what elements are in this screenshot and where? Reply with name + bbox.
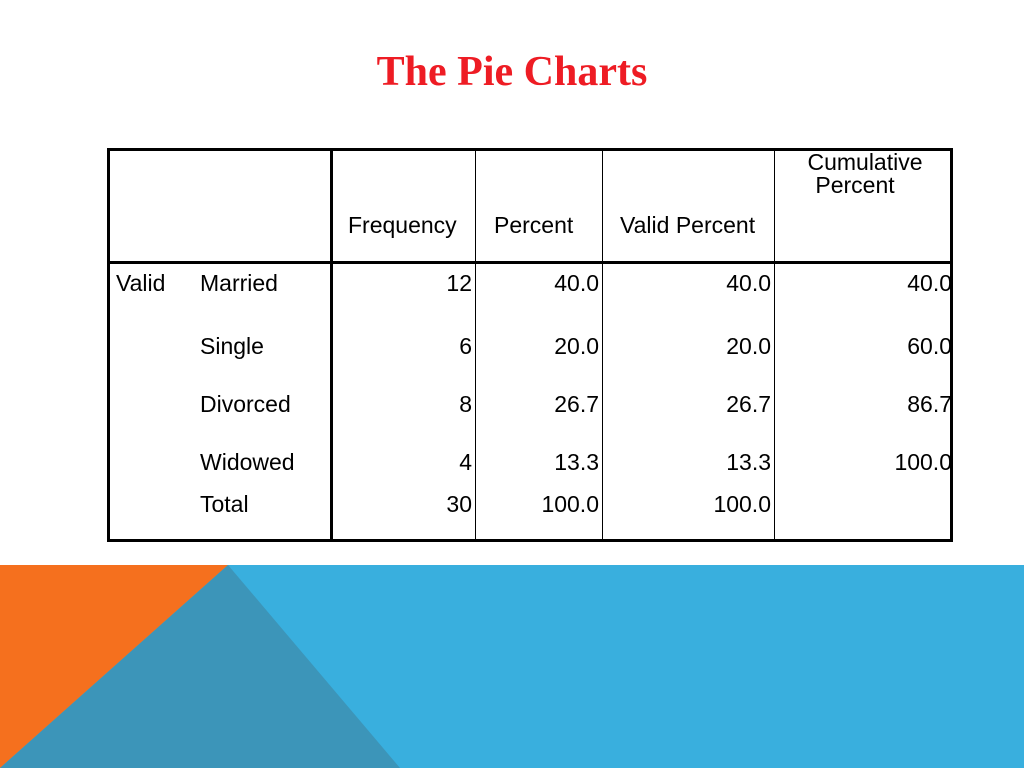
cell-valid-percent: 40.0 [726,270,771,296]
cell-valid-percent: 26.7 [726,391,771,417]
row-label: Single [200,333,264,359]
header-cumulative: Cumulative [807,149,923,175]
row-label: Widowed [200,449,295,475]
cell-frequency: 4 [459,449,472,475]
column-divider [602,151,603,539]
group-label-valid: Valid [116,270,166,296]
cell-percent: 40.0 [554,270,599,296]
cell-frequency: 8 [459,391,472,417]
row-label: Divorced [200,391,291,417]
column-divider [475,151,476,539]
cell-valid-percent: 13.3 [726,449,771,475]
cell-cumulative: 60.0 [907,333,952,359]
cell-cumulative: 100.0 [894,449,952,475]
cell-cumulative: 86.7 [907,391,952,417]
cell-percent: 20.0 [554,333,599,359]
header-divider [110,261,950,264]
header-valid-percent: Valid Percent [620,212,756,238]
cell-valid-percent: 100.0 [713,491,771,517]
slide-title: The Pie Charts [376,49,648,95]
row-label: Total [200,491,249,517]
cell-frequency: 12 [446,270,472,296]
cell-frequency: 30 [446,491,472,517]
column-divider [774,151,775,539]
row-label: Married [200,270,278,296]
header-percent: Percent [494,212,574,238]
frequency-table: Frequency Percent Valid Percent Cumulati… [107,148,953,542]
cell-cumulative: 40.0 [907,270,952,296]
cell-percent: 13.3 [554,449,599,475]
header-cumulative-percent: Percent [815,172,895,198]
column-divider [330,151,333,539]
cell-percent: 100.0 [541,491,599,517]
decorative-footer-band [0,565,1024,768]
cell-valid-percent: 20.0 [726,333,771,359]
cell-frequency: 6 [459,333,472,359]
cell-percent: 26.7 [554,391,599,417]
footer-dark-triangle [0,565,400,768]
header-frequency: Frequency [348,212,457,238]
